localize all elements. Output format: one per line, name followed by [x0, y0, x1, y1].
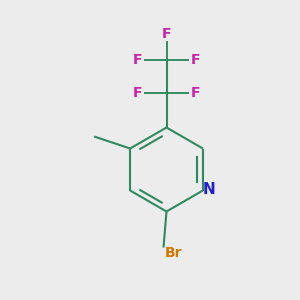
Text: Br: Br [164, 246, 182, 260]
Text: F: F [133, 53, 142, 67]
Text: F: F [191, 86, 200, 100]
Text: F: F [191, 53, 200, 67]
Text: F: F [133, 86, 142, 100]
Text: F: F [162, 27, 171, 41]
Text: N: N [203, 182, 216, 196]
